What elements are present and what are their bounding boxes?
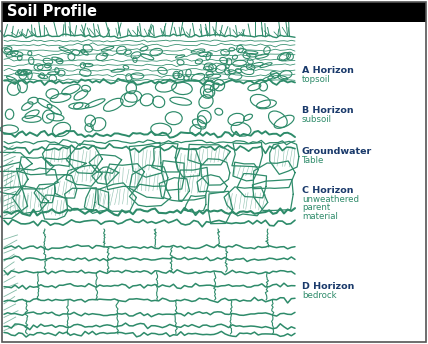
Text: Table: Table <box>302 156 324 165</box>
Text: A Horizon: A Horizon <box>302 66 354 75</box>
Text: unweathered: unweathered <box>302 195 359 204</box>
Bar <box>2 2 426 22</box>
Text: parent: parent <box>302 204 330 213</box>
Text: Groundwater: Groundwater <box>302 147 372 156</box>
Text: C Horizon: C Horizon <box>302 186 354 195</box>
Text: subsoil: subsoil <box>302 115 332 124</box>
Text: B Horizon: B Horizon <box>302 106 354 115</box>
Text: bedrock: bedrock <box>302 291 337 300</box>
Text: material: material <box>302 212 338 221</box>
Text: D Horizon: D Horizon <box>302 282 354 291</box>
Text: topsoil: topsoil <box>302 75 330 84</box>
Text: Soil Profile: Soil Profile <box>7 4 97 20</box>
